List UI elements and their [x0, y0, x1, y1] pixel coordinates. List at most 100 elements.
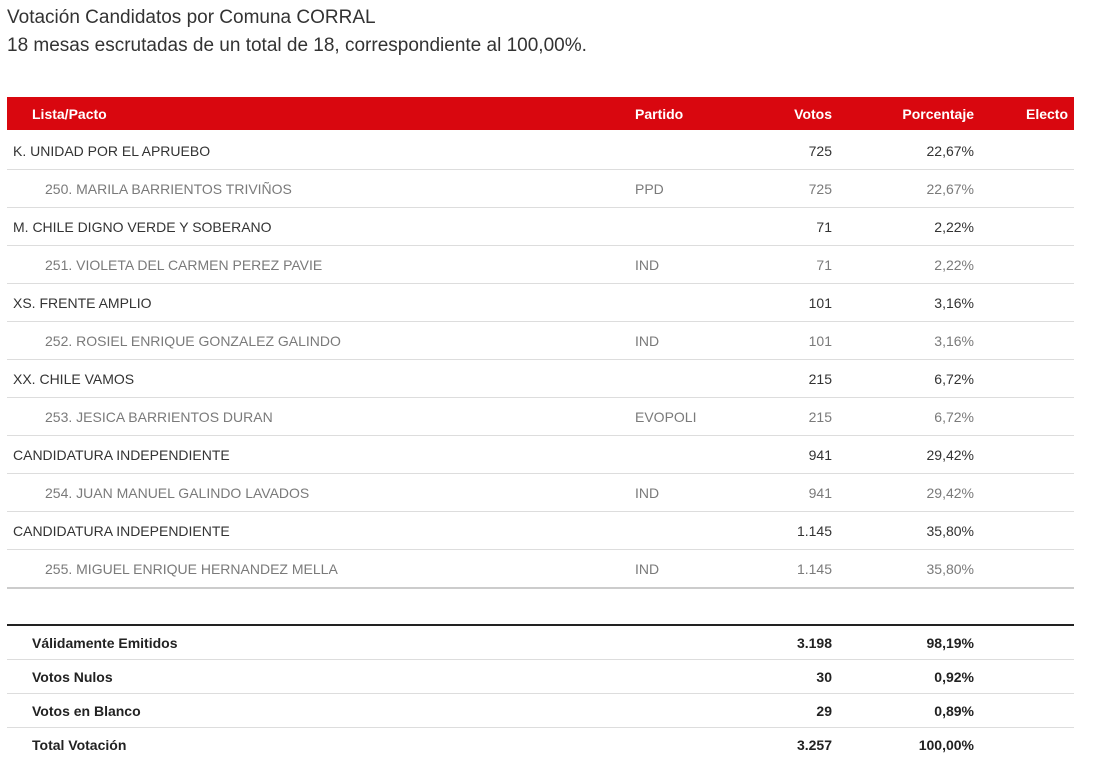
summary-table: Válidamente Emitidos 3.198 98,19% Votos Nul… — [7, 624, 1074, 761]
summary-empty-cell — [635, 728, 756, 762]
summary-label: Válidamente Emitidos — [7, 625, 635, 660]
list-row: K. UNIDAD POR EL APRUEBO 725 22,67% — [7, 131, 1074, 170]
candidate-row: 253. JESICA BARRIENTOS DURAN EVOPOLI 215 6,… — [7, 397, 1074, 436]
percentage-cell: 6,72% — [832, 397, 974, 436]
votes-cell: 71 — [756, 245, 832, 284]
votes-cell: 725 — [756, 169, 832, 208]
percentage-cell: 22,67% — [832, 169, 974, 208]
candidate-name: 250. MARILA BARRIENTOS TRIVIÑOS — [7, 169, 635, 208]
list-row: CANDIDATURA INDEPENDIENTE 1.145 35,80% — [7, 511, 1074, 550]
party-cell — [635, 359, 756, 398]
column-header-lista: Lista/Pacto — [7, 97, 635, 132]
elected-cell — [974, 511, 1074, 550]
party-cell: IND — [635, 321, 756, 360]
list-name: K. UNIDAD POR EL APRUEBO — [7, 131, 635, 170]
percentage-cell: 29,42% — [832, 473, 974, 512]
column-header-electo: Electo — [974, 97, 1074, 132]
elected-cell — [974, 359, 1074, 398]
summary-row: Votos Nulos 30 0,92% — [7, 659, 1074, 694]
party-cell — [635, 283, 756, 322]
list-name: XS. FRENTE AMPLIO — [7, 283, 635, 322]
elected-cell — [974, 435, 1074, 474]
results-body: K. UNIDAD POR EL APRUEBO 725 22,67% 250. MA… — [7, 131, 1074, 589]
elected-cell — [974, 321, 1074, 360]
page-title: Votación Candidatos por Comuna CORRAL — [7, 7, 376, 28]
summary-body: Válidamente Emitidos 3.198 98,19% Votos Nul… — [7, 625, 1074, 761]
summary-label: Total Votación — [32, 736, 127, 753]
list-name: XX. CHILE VAMOS — [7, 359, 635, 398]
percentage-cell: 3,16% — [832, 321, 974, 360]
votes-cell: 215 — [756, 359, 832, 398]
elected-cell — [974, 397, 1074, 436]
votes-cell: 71 — [756, 207, 832, 246]
candidate-row: 251. VIOLETA DEL CARMEN PEREZ PAVIE IND 71… — [7, 245, 1074, 284]
party-cell — [635, 435, 756, 474]
party-cell — [635, 207, 756, 246]
party-cell: IND — [635, 473, 756, 512]
summary-percentage: 0,89% — [832, 693, 974, 728]
votes-cell: 101 — [756, 321, 832, 360]
votes-cell: 725 — [756, 131, 832, 170]
elected-cell — [974, 245, 1074, 284]
summary-percentage: 0,92% — [832, 659, 974, 694]
list-name: CANDIDATURA INDEPENDIENTE — [7, 435, 635, 474]
elected-cell — [974, 283, 1074, 322]
summary-empty-cell — [635, 625, 756, 660]
summary-label: Votos Nulos — [7, 659, 635, 694]
summary-row: Votos en Blanco 29 0,89% — [7, 693, 1074, 728]
candidate-name: 255. MIGUEL ENRIQUE HERNANDEZ MELLA — [7, 549, 635, 589]
votes-cell: 941 — [756, 473, 832, 512]
candidate-name: 251. VIOLETA DEL CARMEN PEREZ PAVIE — [7, 245, 635, 284]
summary-votes: 29 — [756, 693, 832, 728]
candidate-row: 254. JUAN MANUEL GALINDO LAVADOS IND 941 29… — [7, 473, 1074, 512]
candidate-name: 252. ROSIEL ENRIQUE GONZALEZ GALINDO — [7, 321, 635, 360]
list-row: XX. CHILE VAMOS 215 6,72% — [7, 359, 1074, 398]
column-header-partido: Partido — [635, 97, 756, 132]
candidate-name: 253. JESICA BARRIENTOS DURAN — [7, 397, 635, 436]
list-row: CANDIDATURA INDEPENDIENTE 941 29,42% — [7, 435, 1074, 474]
summary-percentage: 98,19% — [832, 625, 974, 660]
percentage-cell: 22,67% — [832, 131, 974, 170]
candidate-row: 252. ROSIEL ENRIQUE GONZALEZ GALINDO IND 1… — [7, 321, 1074, 360]
percentage-cell: 29,42% — [832, 435, 974, 474]
summary-empty-cell — [974, 693, 1074, 728]
votes-cell: 1.145 — [756, 511, 832, 550]
summary-label: Votos en Blanco — [7, 693, 635, 728]
candidate-row: 255. MIGUEL ENRIQUE HERNANDEZ MELLA IND 1.… — [7, 549, 1074, 589]
column-header-porcentaje: Porcentaje — [832, 97, 974, 132]
candidate-row: 250. MARILA BARRIENTOS TRIVIÑOS PPD 725 22,… — [7, 169, 1074, 208]
summary-empty-cell — [974, 728, 1074, 762]
page-subtitle: 18 mesas escrutadas de un total de 18, c… — [7, 35, 587, 56]
summary-row: Válidamente Emitidos 3.198 98,19% — [7, 625, 1074, 660]
party-cell — [635, 511, 756, 550]
summary-empty-cell — [974, 625, 1074, 660]
party-cell: PPD — [635, 169, 756, 208]
elected-cell — [974, 207, 1074, 246]
percentage-cell: 6,72% — [832, 359, 974, 398]
elected-cell — [974, 473, 1074, 512]
candidate-name: 254. JUAN MANUEL GALINDO LAVADOS — [7, 473, 635, 512]
percentage-cell: 35,80% — [832, 549, 974, 589]
list-name: CANDIDATURA INDEPENDIENTE — [7, 511, 635, 550]
elected-cell — [974, 169, 1074, 208]
summary-empty-cell — [974, 659, 1074, 694]
percentage-cell: 2,22% — [832, 207, 974, 246]
summary-empty-cell — [635, 659, 756, 694]
results-table: Lista/Pacto Partido Votos Porcentaje Ele… — [7, 97, 1074, 589]
summary-votes: 3.198 — [756, 625, 832, 660]
list-name: M. CHILE DIGNO VERDE Y SOBERANO — [7, 207, 635, 246]
summary-votes: 3.257 — [796, 736, 832, 753]
percentage-cell: 2,22% — [832, 245, 974, 284]
summary-row: Total Votación 3.257 100,00% — [7, 728, 1074, 762]
list-row: XS. FRENTE AMPLIO 101 3,16% — [7, 283, 1074, 322]
party-cell: IND — [635, 245, 756, 284]
title-block: Votación Candidatos por Comuna CORRAL 18… — [7, 4, 587, 60]
votes-cell: 101 — [756, 283, 832, 322]
votes-cell: 941 — [756, 435, 832, 474]
party-cell: EVOPOLI — [635, 397, 756, 436]
column-header-votos: Votos — [756, 97, 832, 132]
party-cell: IND — [635, 549, 756, 589]
table-header-row: Lista/Pacto Partido Votos Porcentaje Ele… — [7, 97, 1074, 132]
elected-cell — [974, 549, 1074, 589]
list-row: M. CHILE DIGNO VERDE Y SOBERANO 71 2,22% — [7, 207, 1074, 246]
